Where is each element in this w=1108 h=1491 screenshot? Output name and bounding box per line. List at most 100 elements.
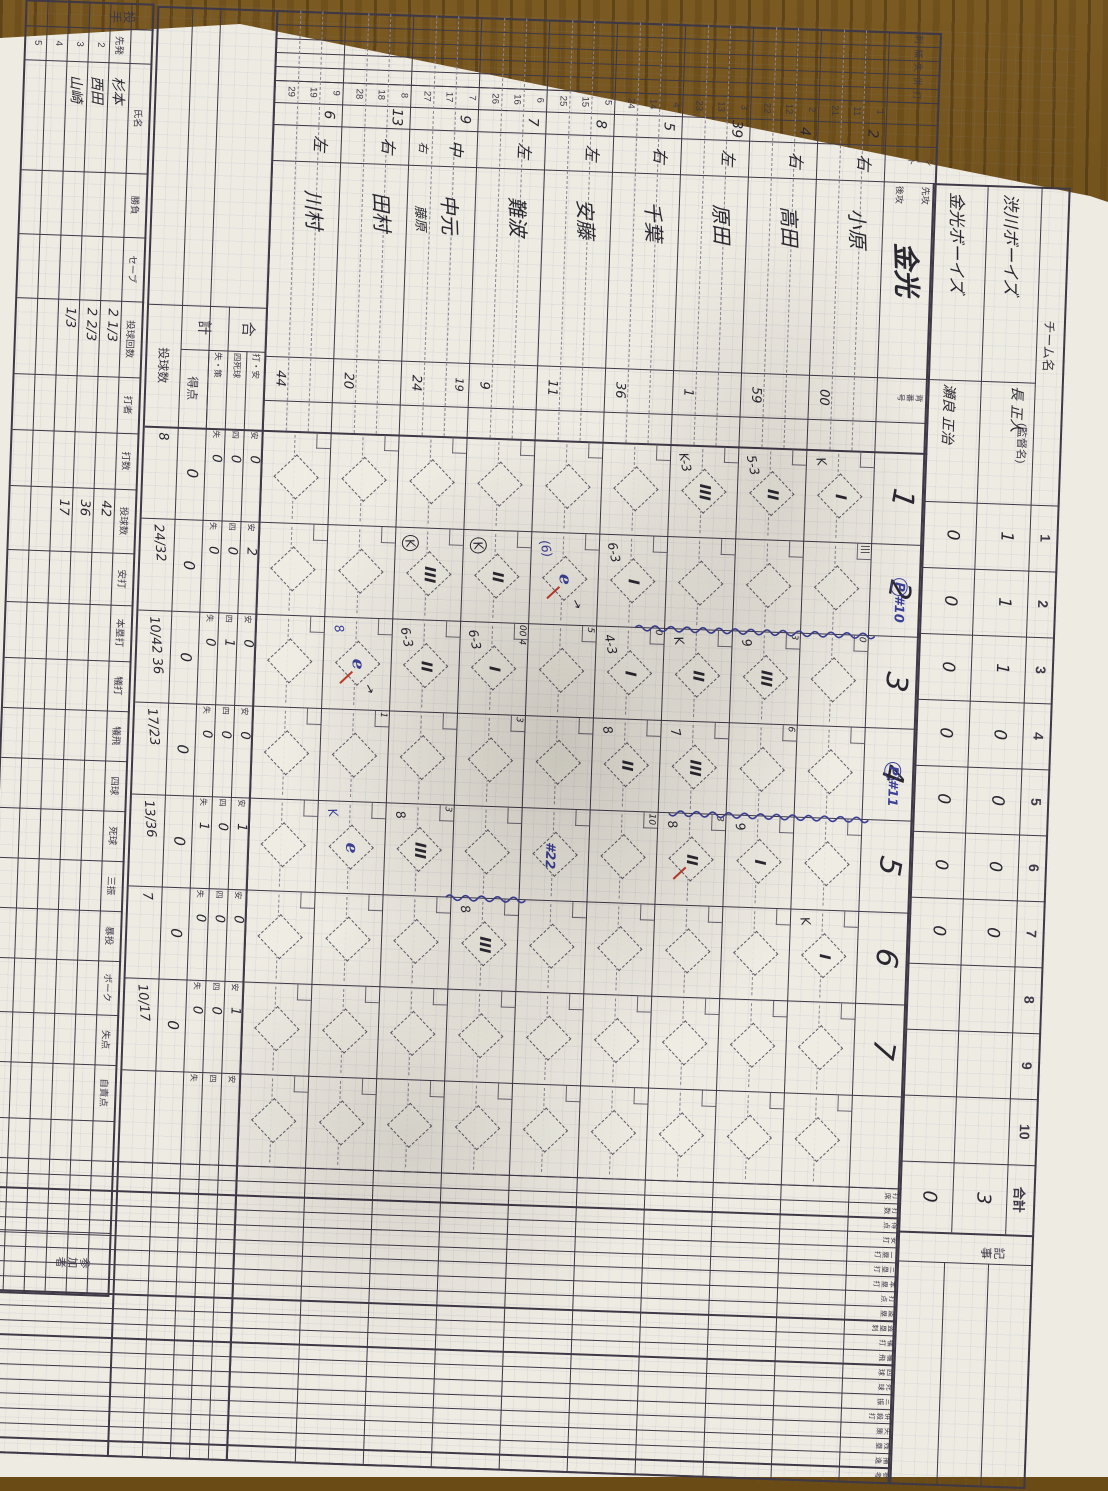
player-name: 田村	[368, 191, 395, 233]
out-count-mark: III	[695, 483, 715, 501]
inning-score: 0	[933, 792, 954, 805]
runs-row-label: 得点	[184, 376, 200, 401]
inning-hits-label: 安	[246, 523, 256, 532]
grid-line	[936, 1262, 946, 1484]
count-tally-box	[714, 722, 729, 740]
pitcher-slot: 5	[32, 39, 44, 46]
row-number: 17	[443, 91, 456, 103]
totals-col-header: 盗塁	[879, 1309, 896, 1317]
out-notation: III	[695, 479, 715, 506]
inning-walks-label: 四	[230, 430, 240, 439]
count-tally-box	[448, 529, 464, 546]
inning-hits-label: 安	[230, 982, 240, 992]
total-go-label: 合	[239, 321, 257, 337]
scoring-diamond	[390, 1010, 436, 1057]
grid-line	[0, 1318, 897, 1352]
inning-walks-label: 四	[211, 982, 221, 991]
pitch-count-tally: 10	[646, 813, 657, 826]
totals-col-header: 犠打	[878, 1338, 895, 1347]
position-mark: 中	[446, 140, 466, 157]
scoring-diamond	[739, 746, 785, 793]
inning-walks-label: 四	[227, 522, 237, 531]
inning-hits-label: 安	[226, 1074, 237, 1084]
play-code-text: 8	[392, 809, 410, 821]
count-tally-box	[296, 984, 312, 1001]
play-code: (6)	[537, 538, 555, 558]
inning-score	[999, 966, 1001, 1032]
inning-pitchcount-value: 17/23	[144, 707, 162, 747]
play-code-text: K	[400, 533, 421, 553]
count-tally-box	[507, 807, 522, 825]
inning-header: 10	[1016, 1123, 1033, 1140]
inning-walks-value: 0	[224, 546, 240, 556]
play-code: 9	[739, 637, 755, 648]
inning-header: 8	[1021, 995, 1038, 1005]
uniform-number: 39	[728, 119, 745, 139]
count-tally-box	[516, 531, 532, 549]
row-number: 28	[353, 88, 365, 100]
inning-score: 0	[930, 858, 952, 871]
count-tally-box	[442, 713, 457, 730]
participants-label: 参加者	[54, 1255, 91, 1269]
uniform-number: 8	[592, 119, 609, 130]
play-code-text: 6-3	[465, 627, 485, 652]
inning-errors-label: 失	[195, 889, 205, 899]
out-count-mark: e	[554, 573, 575, 586]
position-mark: 左	[718, 149, 738, 167]
play-code: 8	[457, 904, 473, 915]
inning-runs-value: 0	[176, 652, 195, 663]
out-count-mark: III	[685, 759, 705, 777]
count-tally-box	[380, 526, 396, 544]
stat-col-header: 補	[913, 48, 924, 59]
scoring-diamond	[270, 546, 316, 592]
grid-line	[205, 349, 210, 428]
inning-errors-label: 失	[192, 981, 202, 990]
jersey-number: 24	[408, 374, 424, 392]
count-tally-box	[704, 998, 720, 1016]
inning-pitchcount-value: 10/17	[134, 983, 152, 1022]
out-notation: III	[757, 665, 776, 692]
row-number: 11	[851, 106, 863, 117]
count-tally-box	[859, 451, 875, 469]
totals-col-header: 参考	[873, 1471, 890, 1479]
row-number: 3	[738, 104, 750, 111]
out-count-mark: II	[689, 670, 708, 683]
team-total-score: 0	[918, 1190, 941, 1203]
uniform-number: 2	[864, 129, 881, 139]
row-number: 14	[647, 98, 659, 110]
manager-name: 瀬良 正治	[938, 383, 957, 445]
scoring-diamond	[254, 1006, 300, 1052]
inning-walks-label: 四	[224, 614, 234, 623]
play-code: 4-3	[602, 633, 621, 656]
scoring-diamond	[662, 1020, 708, 1066]
play-code: 7	[668, 727, 684, 738]
totals-col-header: 三振	[876, 1397, 893, 1406]
pitcher-col-header: 安打	[115, 569, 127, 589]
pitcher-col-header: セーブ	[125, 254, 138, 284]
totals-col-header: 本塁打	[872, 1279, 897, 1288]
position-mark: 右	[786, 151, 806, 169]
pitcher-col-header: 三振	[104, 876, 117, 896]
inning-header: 4	[1030, 731, 1047, 741]
notes-label: 記事	[979, 1245, 1006, 1261]
scoring-diamond	[797, 1025, 844, 1071]
play-code: 6-3	[466, 628, 485, 651]
count-tally-box	[850, 727, 865, 744]
play-code-text: K-3	[676, 451, 695, 474]
count-tally-box	[500, 991, 516, 1008]
inning-header: 2	[1035, 599, 1052, 609]
count-tally-box	[652, 536, 668, 553]
inning-hits-value: 2	[243, 547, 259, 556]
grid-line	[980, 1263, 990, 1486]
pitcher-change-number: #22	[541, 841, 558, 870]
count-tally-box	[312, 524, 328, 542]
totals-col-header: 打数	[882, 1206, 900, 1215]
count-tally-box	[701, 1090, 716, 1107]
first-attack-label: 先攻	[920, 186, 931, 205]
advance-arrow: →	[568, 596, 586, 612]
jersey-number: 36	[612, 381, 628, 399]
totals-col-header: 犠飛	[877, 1353, 894, 1362]
count-tally-box	[636, 996, 652, 1013]
inning-score	[945, 964, 947, 1030]
pitcher-change-wavy-line	[445, 894, 526, 904]
